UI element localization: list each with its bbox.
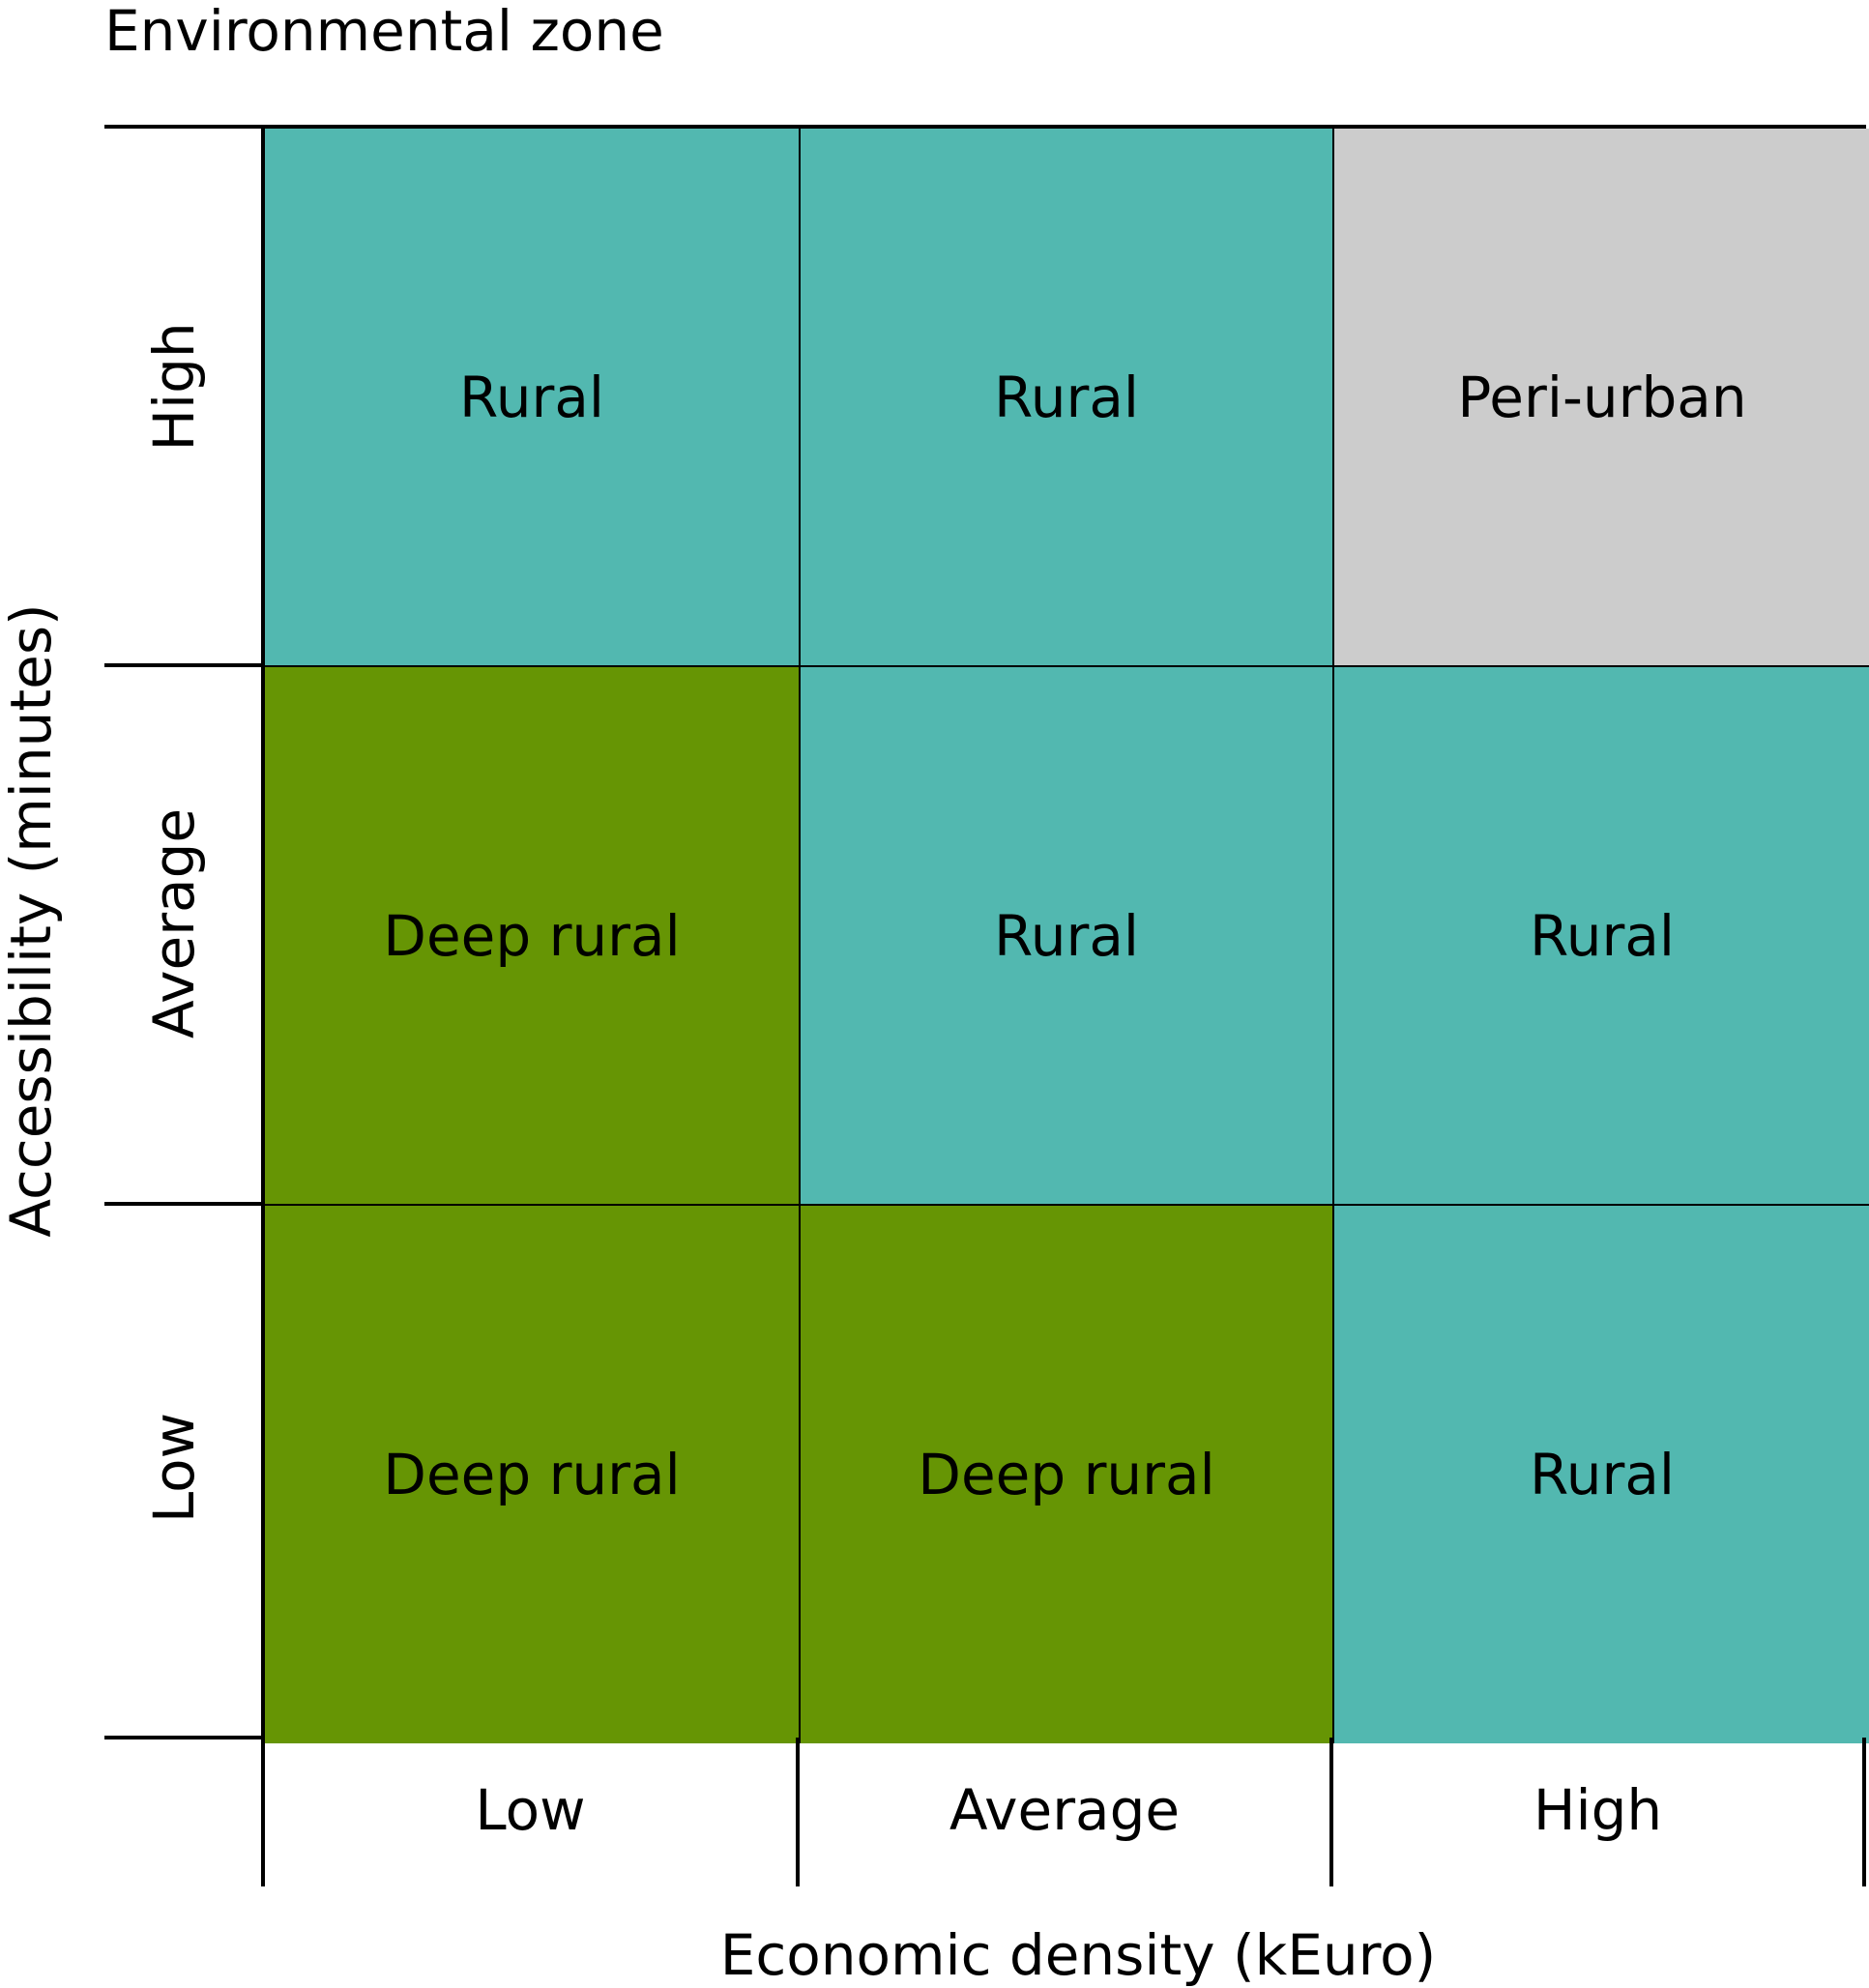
x-axis-title: Economic density (kEuro): [719, 1922, 1437, 1988]
x-tick-average: Average: [949, 1777, 1181, 1843]
y-tick-label: Low: [141, 1412, 207, 1524]
cell-high-high: Peri-urban: [1334, 129, 1869, 667]
x-tick-low: Low: [475, 1777, 586, 1843]
row-divider-bottom: [104, 1736, 263, 1740]
cell-low-low: Deep rural: [265, 1206, 801, 1743]
x-tick-high: High: [1533, 1777, 1663, 1843]
row-divider-1: [104, 663, 263, 667]
col-divider-right: [1862, 1738, 1866, 1886]
cell-low-average: Deep rural: [801, 1206, 1334, 1743]
row-divider-2: [104, 1202, 263, 1206]
y-tick-label: High: [141, 322, 207, 452]
cell-high-average: Rural: [801, 129, 1334, 667]
col-divider-1: [796, 1738, 800, 1886]
zone-matrix: Rural Rural Peri-urban Deep rural Rural …: [261, 125, 1869, 1743]
row-divider-top: [104, 125, 263, 129]
y-axis-title: Accessibility (minutes): [0, 603, 64, 1238]
diagram-title: Environmental zone: [104, 0, 664, 64]
cell-low-high: Rural: [1334, 1206, 1869, 1743]
cell-average-average: Rural: [801, 667, 1334, 1206]
col-divider-left: [261, 1738, 265, 1886]
cell-average-high: Rural: [1334, 667, 1869, 1206]
cell-average-low: Deep rural: [265, 667, 801, 1206]
y-tick-label: Average: [141, 807, 207, 1039]
col-divider-2: [1329, 1738, 1333, 1886]
cell-high-low: Rural: [265, 129, 801, 667]
